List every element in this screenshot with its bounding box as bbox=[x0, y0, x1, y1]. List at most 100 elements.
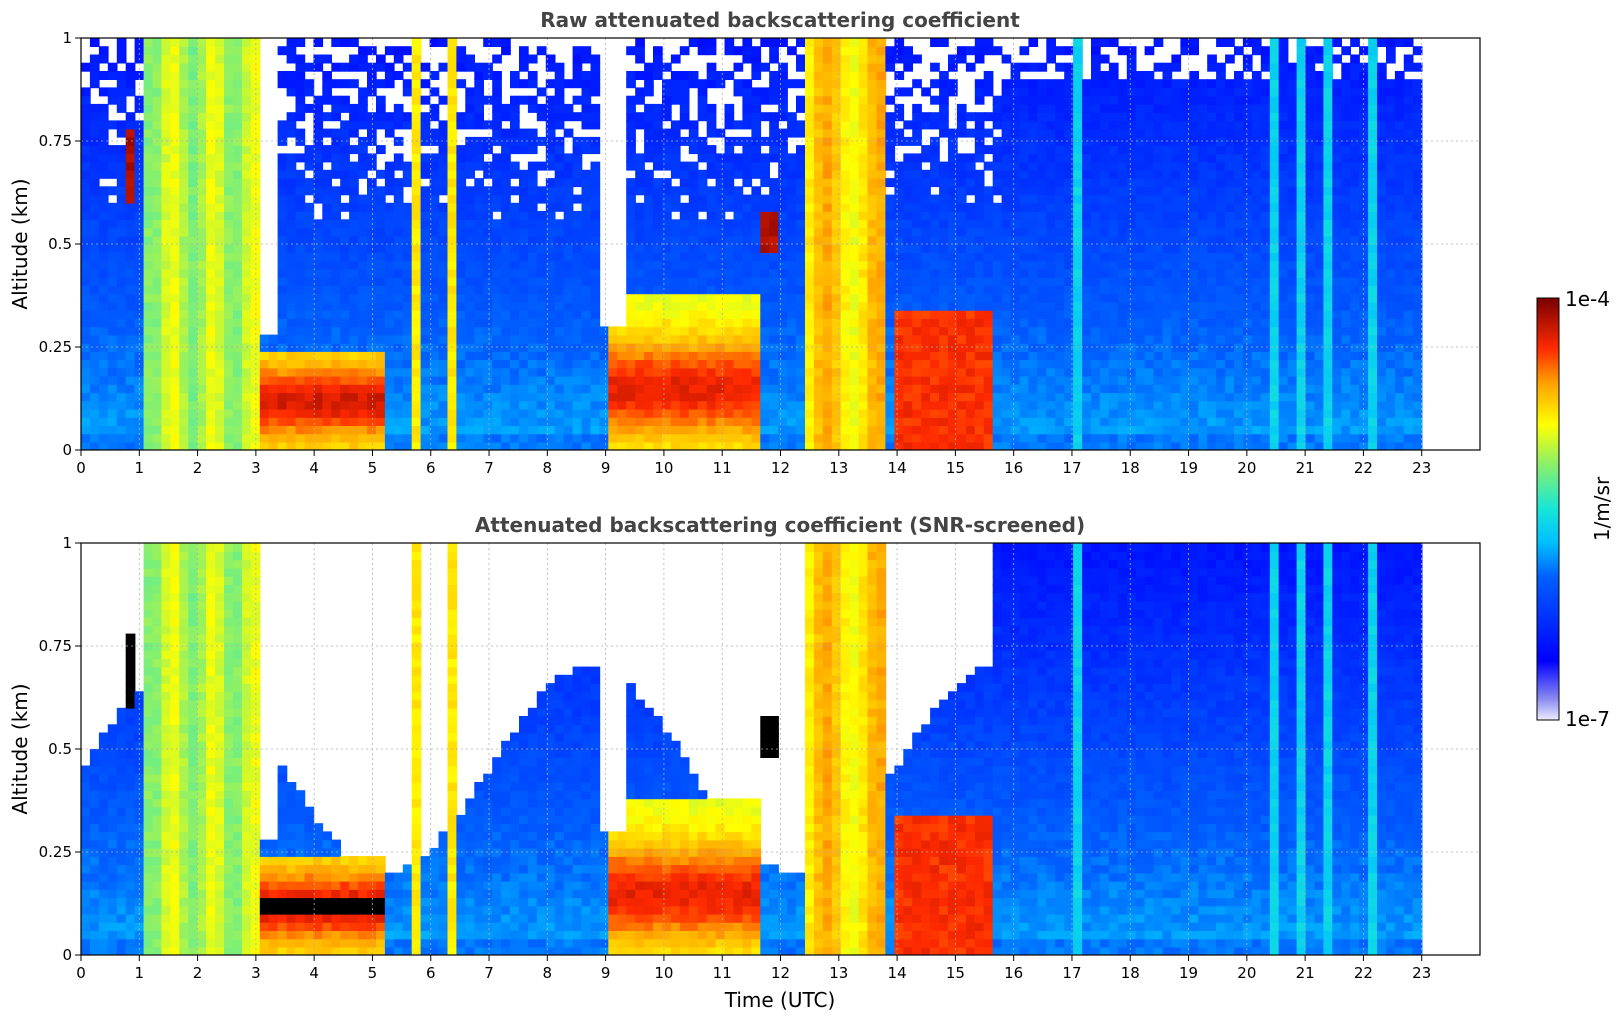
heatmap-cell bbox=[813, 145, 824, 155]
heatmap-cell bbox=[599, 359, 610, 369]
heatmap-cell bbox=[447, 417, 458, 426]
heatmap-cell bbox=[536, 252, 547, 262]
heatmap-cell bbox=[313, 235, 324, 245]
heatmap-cell bbox=[1091, 260, 1101, 270]
heatmap-cell bbox=[1082, 120, 1092, 130]
heatmap-cell bbox=[89, 219, 100, 229]
heatmap-cell bbox=[1037, 441, 1048, 450]
heatmap-cell bbox=[456, 186, 467, 196]
heatmap-cell bbox=[510, 112, 520, 122]
heatmap-cell bbox=[626, 103, 636, 113]
heatmap-cell bbox=[1046, 227, 1056, 237]
heatmap-cell bbox=[885, 136, 896, 146]
heatmap-cell bbox=[805, 309, 815, 319]
heatmap-cell bbox=[429, 103, 440, 113]
heatmap-cell bbox=[840, 194, 851, 204]
heatmap-cell bbox=[1019, 301, 1030, 311]
heatmap-cell bbox=[143, 202, 154, 212]
heatmap-cell bbox=[626, 227, 636, 237]
heatmap-cell bbox=[232, 433, 243, 443]
heatmap-cell bbox=[831, 375, 842, 385]
heatmap-cell bbox=[805, 153, 815, 163]
heatmap-cell bbox=[170, 38, 181, 47]
heatmap-cell bbox=[179, 145, 189, 155]
heatmap-cell bbox=[152, 334, 163, 344]
heatmap-cell bbox=[429, 38, 440, 47]
heatmap-cell bbox=[501, 392, 511, 402]
heatmap-cell bbox=[822, 87, 833, 97]
heatmap-cell bbox=[197, 219, 207, 229]
heatmap-cell bbox=[974, 194, 985, 204]
heatmap-cell bbox=[697, 87, 708, 97]
heatmap-cell bbox=[376, 211, 386, 220]
heatmap-cell bbox=[1064, 153, 1074, 163]
heatmap-cell bbox=[733, 260, 744, 270]
heatmap-cell bbox=[894, 136, 905, 146]
heatmap-cell bbox=[295, 54, 306, 64]
heatmap-cell bbox=[840, 277, 851, 286]
heatmap-cell bbox=[501, 128, 511, 138]
heatmap-cell bbox=[250, 227, 261, 237]
heatmap-cell bbox=[1046, 293, 1056, 303]
heatmap-cell bbox=[653, 54, 663, 64]
heatmap-cell bbox=[653, 186, 663, 196]
heatmap-cell bbox=[474, 112, 484, 122]
heatmap-cell bbox=[527, 359, 538, 369]
heatmap-cell bbox=[939, 112, 949, 122]
heatmap-cell bbox=[429, 112, 440, 122]
heatmap-cell bbox=[1073, 227, 1083, 237]
heatmap-cell bbox=[376, 433, 386, 443]
heatmap-cell bbox=[626, 95, 636, 105]
heatmap-cell bbox=[715, 186, 726, 196]
heatmap-cell bbox=[1073, 95, 1083, 105]
heatmap-cell bbox=[358, 112, 368, 122]
heatmap-cell bbox=[1010, 79, 1021, 89]
heatmap-cell bbox=[501, 326, 511, 336]
heatmap-cell bbox=[688, 128, 699, 138]
heatmap-cell bbox=[367, 62, 377, 72]
heatmap-cell bbox=[429, 169, 440, 179]
heatmap-cell bbox=[930, 400, 940, 410]
heatmap-cell bbox=[224, 441, 234, 450]
heatmap-cell bbox=[527, 400, 538, 410]
heatmap-cell bbox=[116, 227, 127, 237]
heatmap-cell bbox=[161, 260, 172, 270]
heatmap-cell bbox=[930, 408, 940, 418]
heatmap-cell bbox=[197, 285, 207, 295]
heatmap-cell bbox=[572, 285, 583, 295]
heatmap-cell bbox=[170, 417, 181, 426]
heatmap-cell bbox=[679, 178, 690, 188]
heatmap-cell bbox=[1037, 178, 1048, 188]
heatmap-cell bbox=[813, 417, 824, 426]
heatmap-cell bbox=[474, 95, 484, 105]
heatmap-cell bbox=[554, 367, 565, 377]
heatmap-cell bbox=[268, 334, 279, 344]
heatmap-cell bbox=[948, 334, 958, 344]
heatmap-cell bbox=[822, 62, 833, 72]
heatmap-cell bbox=[143, 433, 154, 443]
heatmap-cell bbox=[805, 425, 815, 435]
heatmap-cell bbox=[805, 194, 815, 204]
heatmap-cell bbox=[519, 95, 529, 105]
heatmap-cell bbox=[706, 46, 717, 56]
heatmap-cell bbox=[930, 235, 940, 245]
heatmap-cell bbox=[1055, 326, 1065, 336]
heatmap-cell bbox=[983, 211, 994, 220]
heatmap-cell bbox=[992, 400, 1003, 410]
heatmap-cell bbox=[885, 235, 896, 245]
heatmap-cell bbox=[519, 351, 529, 361]
heatmap-cell bbox=[179, 301, 189, 311]
heatmap-cell bbox=[161, 309, 172, 319]
heatmap-cell bbox=[376, 392, 386, 402]
heatmap-cell bbox=[813, 54, 824, 64]
heatmap-cell bbox=[1010, 268, 1021, 278]
heatmap-cell bbox=[259, 334, 270, 344]
heatmap-cell bbox=[447, 441, 458, 450]
heatmap-cell bbox=[519, 268, 529, 278]
heatmap-cell bbox=[295, 268, 306, 278]
heatmap-cell bbox=[384, 375, 395, 385]
heatmap-cell bbox=[116, 441, 127, 450]
heatmap-cell bbox=[733, 417, 744, 426]
heatmap-cell bbox=[626, 309, 636, 319]
heatmap-cell bbox=[572, 293, 583, 303]
